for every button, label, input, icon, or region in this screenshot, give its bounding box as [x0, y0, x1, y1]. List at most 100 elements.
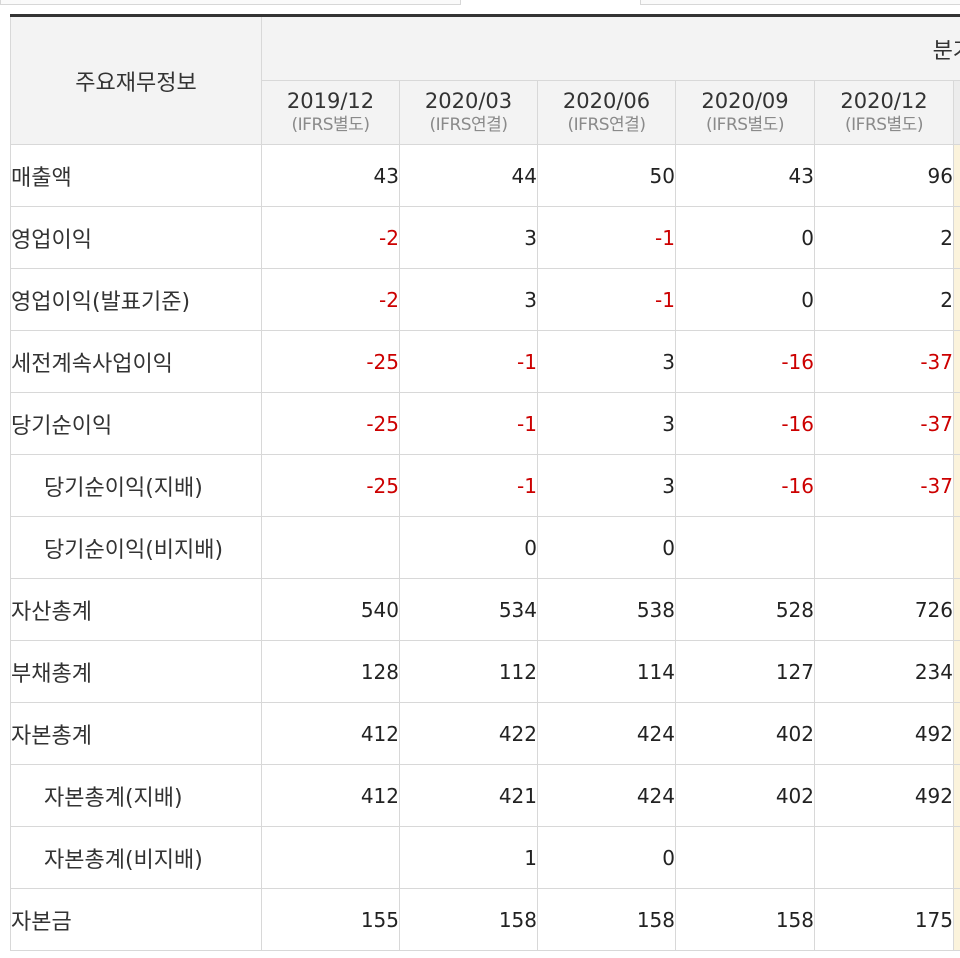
- value-cell: 3: [537, 330, 676, 393]
- value-cell: 412: [261, 764, 400, 827]
- row-label: 영업이익: [10, 206, 262, 269]
- value-cell: -1: [537, 206, 676, 269]
- value-cell: 412: [261, 702, 400, 765]
- value-cell: -16: [675, 330, 815, 393]
- period-header: 2020/06 (IFRS연결): [537, 80, 676, 145]
- value-cell: -1: [537, 268, 676, 331]
- value-cell: [261, 826, 400, 889]
- table-body: 매출액 43 44 50 43 96 영업이익 -2 3 -1 0 2 영업이익(발표기준) -2 3 -1 0…: [10, 144, 960, 951]
- row-label: 자본총계: [10, 702, 262, 765]
- value-cell: 3: [399, 268, 538, 331]
- value-cell: 421: [399, 764, 538, 827]
- value-cell: 2: [814, 268, 954, 331]
- period-date: 2020/12: [840, 89, 928, 113]
- value-cell: -2: [261, 268, 400, 331]
- value-cell: [814, 826, 954, 889]
- value-cell: -1: [399, 330, 538, 393]
- financial-summary-table: 주요재무정보 분기 2019/12(IFRS별도) 2020/03(IFRS연결…: [10, 14, 960, 951]
- period-header: 2019/12 (IFRS별도): [261, 80, 400, 145]
- value-cell: -25: [261, 454, 400, 517]
- row-label: 매출액: [10, 144, 262, 207]
- value-cell: [675, 826, 815, 889]
- next-column-cell: [952, 330, 960, 393]
- value-cell: 538: [537, 578, 676, 641]
- value-cell: 492: [814, 702, 954, 765]
- period-date: 2020/03: [424, 89, 513, 113]
- value-cell: -25: [261, 330, 400, 393]
- value-cell: 44: [399, 144, 538, 207]
- next-column-cell: [952, 268, 960, 331]
- value-cell: [261, 516, 400, 579]
- value-cell: -1: [399, 454, 538, 517]
- value-cell: 234: [814, 640, 954, 703]
- next-column-cell: [952, 888, 960, 951]
- next-column-cell: [952, 764, 960, 827]
- value-cell: 0: [675, 206, 815, 269]
- next-column-cell: [952, 640, 960, 703]
- row-label: 자본총계(비지배): [10, 826, 262, 889]
- value-cell: 3: [537, 392, 676, 455]
- table-row: 당기순이익 -25 -1 3 -16 -37: [10, 392, 960, 455]
- next-column-cell: [952, 206, 960, 269]
- row-label: 당기순이익: [10, 392, 262, 455]
- next-column-cell: [952, 392, 960, 455]
- table-row: 영업이익(발표기준) -2 3 -1 0 2: [10, 268, 960, 331]
- table-row: 당기순이익(지배) -25 -1 3 -16 -37: [10, 454, 960, 517]
- period-header: 2020/09 (IFRS별도): [675, 80, 815, 145]
- quarterly-group-header: 분기: [260, 15, 960, 81]
- value-cell: -25: [261, 392, 400, 455]
- value-cell: -2: [261, 206, 400, 269]
- value-cell: 402: [675, 764, 815, 827]
- value-cell: 424: [537, 764, 676, 827]
- value-cell: 2: [814, 206, 954, 269]
- table-row: 자산총계 540 534 538 528 726: [10, 578, 960, 641]
- table-row: 부채총계 128 112 114 127 234: [10, 640, 960, 703]
- table-row: 매출액 43 44 50 43 96: [10, 144, 960, 207]
- value-cell: 50: [537, 144, 676, 207]
- period-date: 2020/09: [701, 89, 789, 113]
- value-cell: 534: [399, 578, 538, 641]
- value-cell: 112: [399, 640, 538, 703]
- table-row: 세전계속사업이익 -25 -1 3 -16 -37: [10, 330, 960, 393]
- row-label: 세전계속사업이익: [10, 330, 262, 393]
- value-cell: 1: [399, 826, 538, 889]
- value-cell: 726: [814, 578, 954, 641]
- value-cell: 43: [261, 144, 400, 207]
- value-cell: 424: [537, 702, 676, 765]
- table-corner-header: 주요재무정보: [10, 15, 262, 145]
- period-basis: (IFRS연결): [429, 115, 508, 135]
- value-cell: 402: [675, 702, 815, 765]
- value-cell: 3: [399, 206, 538, 269]
- value-cell: 127: [675, 640, 815, 703]
- period-header-next: [952, 80, 960, 145]
- row-label: 당기순이익(비지배): [10, 516, 262, 579]
- value-cell: 43: [675, 144, 815, 207]
- period-basis: (IFRS별도): [706, 115, 784, 135]
- value-cell: -37: [814, 392, 954, 455]
- value-cell: 114: [537, 640, 676, 703]
- value-cell: 3: [537, 454, 676, 517]
- value-cell: 128: [261, 640, 400, 703]
- period-basis: (IFRS연결): [567, 115, 646, 135]
- period-date: 2019/12: [286, 89, 375, 113]
- top-tab-right[interactable]: [640, 0, 960, 5]
- row-label: 자산총계: [10, 578, 262, 641]
- value-cell: 528: [675, 578, 815, 641]
- table-row: 영업이익 -2 3 -1 0 2: [10, 206, 960, 269]
- value-cell: -16: [675, 454, 815, 517]
- value-cell: 158: [675, 888, 815, 951]
- top-tab-left[interactable]: [0, 0, 461, 5]
- value-cell: 492: [814, 764, 954, 827]
- value-cell: -1: [399, 392, 538, 455]
- value-cell: -37: [814, 454, 954, 517]
- next-column-cell: [952, 454, 960, 517]
- row-label: 자본총계(지배): [10, 764, 262, 827]
- value-cell: 155: [261, 888, 400, 951]
- next-column-cell: [952, 144, 960, 207]
- value-cell: -37: [814, 330, 954, 393]
- value-cell: [675, 516, 815, 579]
- value-cell: 0: [537, 516, 676, 579]
- next-column-cell: [952, 702, 960, 765]
- value-cell: 175: [814, 888, 954, 951]
- value-cell: 0: [537, 826, 676, 889]
